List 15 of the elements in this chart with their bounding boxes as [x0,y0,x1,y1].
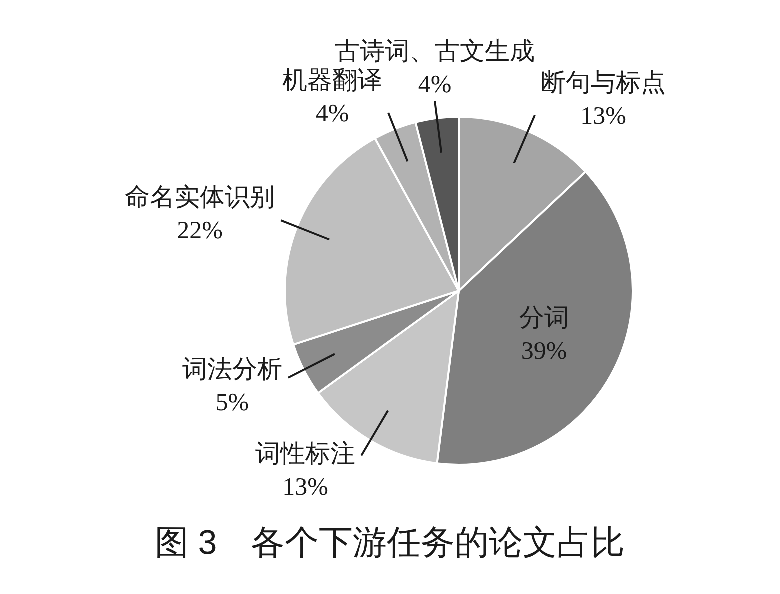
data-label: 5% [216,388,250,416]
text: 图 3 各个下游任务的论文占比 [154,523,626,564]
slice-label: 机器翻译 [282,66,383,94]
slice-label: 词性标注 [256,440,356,468]
data-label: 13% [282,474,328,501]
slice-label: 命名实体识别 [125,183,276,212]
slice-label: 断句与标点 [541,69,666,96]
data-label: 4% [418,71,452,98]
slice-label: 古诗词、古文生成 [335,38,536,66]
data-label: 13% [580,102,626,130]
data-label: 22% [177,217,223,244]
slice-label: 分词 [519,304,570,332]
data-label: 39% [521,337,568,364]
slice-label: 词法分析 [182,356,282,383]
data-label: 4% [316,100,350,127]
